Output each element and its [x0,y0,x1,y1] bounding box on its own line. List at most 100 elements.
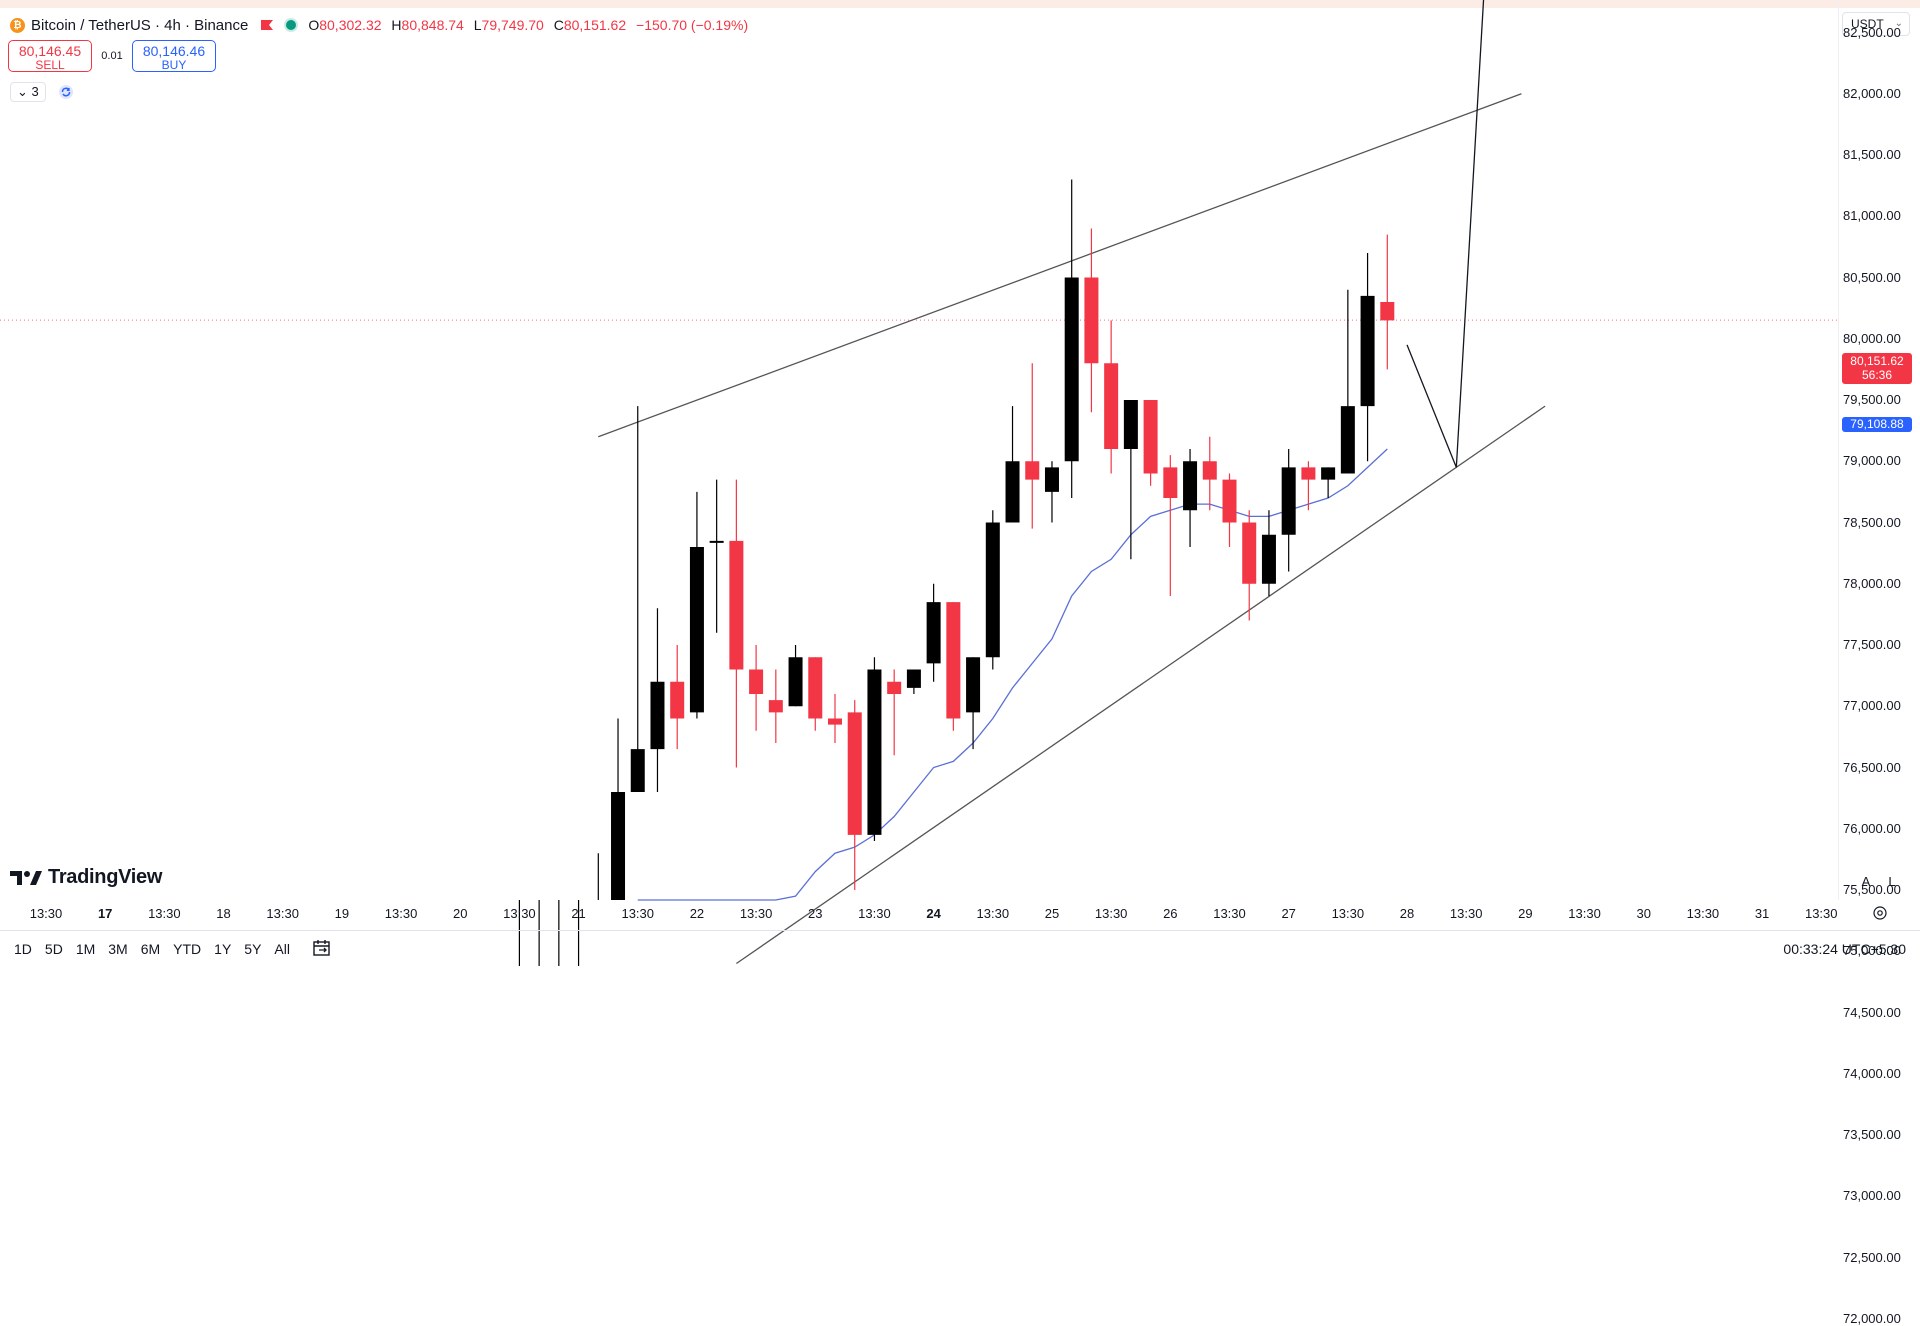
range-button-1m[interactable]: 1M [75,941,96,957]
x-tick-label: 23 [808,906,823,921]
candle-body-29 [1084,277,1099,364]
candle-body-14 [788,657,803,707]
candle-body-17 [847,712,862,835]
x-tick-label: 13:30 [976,906,1010,921]
range-button-1d[interactable]: 1D [14,941,32,957]
market-open-status-icon[interactable] [284,18,299,32]
y-tick-label: 73,000.00 [1843,1188,1901,1204]
range-button-ytd[interactable]: YTD [173,941,202,957]
y-tick-label: 80,000.00 [1843,330,1901,346]
candle-body-21 [926,602,941,664]
y-tick-label: 81,500.00 [1843,147,1901,162]
y-tick-label: 82,500.00 [1843,24,1901,40]
last-price-value: 80,151.62 [1850,354,1904,368]
calendar-goto-icon[interactable] [312,939,332,957]
bar-countdown: 56:36 [1861,368,1893,382]
x-tick-label: 13:30 [621,906,655,921]
indicators-toggle[interactable]: ⌄ 3 [10,82,46,102]
x-tick-label: 13:30 [739,906,773,921]
x-tick-label: 19 [334,906,350,921]
indicator-legend: ⌄ 3 [10,82,74,102]
candle-body-37 [1242,522,1257,584]
x-tick-label: 13:30 [266,906,299,921]
symbol-title[interactable]: Bitcoin / TetherUS · 4h · Binance [31,16,249,34]
candle-body-38 [1261,534,1276,584]
candle-body-24 [985,522,1000,658]
range-button-5d[interactable]: 5D [44,941,63,957]
x-tick-label: 13:30 [148,906,181,921]
range-button-6m[interactable]: 6M [140,941,161,957]
sell-label: SELL [35,58,65,72]
clock-timezone[interactable]: 00:33:24 UTC+5:30 [1783,941,1906,957]
candle-body-16 [828,718,842,725]
y-tick-label: 75,500.00 [1843,882,1901,897]
gear-icon[interactable] [1872,905,1888,921]
top-banner-strip [0,0,1920,8]
candle-body-36 [1222,479,1237,523]
candle-body-22 [946,602,961,719]
flag-icon[interactable] [260,19,274,31]
auto-scale-button[interactable]: A [1861,874,1871,889]
candle-body-23 [966,657,981,713]
x-tick-label: 30 [1636,906,1651,921]
range-button-1y[interactable]: 1Y [214,941,232,957]
refresh-icon[interactable] [58,84,74,100]
y-tick-label: 79,500.00 [1843,392,1901,407]
currency-selector[interactable]: USDT ⌄ [1842,12,1910,36]
candle-body-30 [1104,363,1119,449]
x-tick-label: 24 [926,906,941,921]
x-tick-label: 13:30 [1094,906,1128,921]
y-tick-label: 75,000.00 [1843,943,1901,959]
candle-body-39 [1281,467,1296,535]
y-tick-label: 77,500.00 [1843,637,1901,652]
chevron-down-icon: ⌄ [1894,18,1903,29]
x-tick-label: 17 [97,906,113,921]
candle-body-9 [689,547,704,713]
low-key: L [473,17,482,33]
sell-price: 80,146.45 [18,43,82,59]
x-tick-label: 13:30 [1568,906,1601,921]
candle-body-40 [1301,467,1316,480]
log-scale-button[interactable]: L [1888,874,1896,889]
candle-body-7 [650,681,665,750]
candle-body-11 [729,540,744,670]
open-value: 80,302.32 [319,17,382,33]
x-tick-label: 20 [452,906,468,921]
candle-body-18 [867,669,882,835]
candle-body-28 [1064,277,1079,462]
x-tick-label: 13:30 [858,906,891,921]
x-tick-label: 13:30 [503,906,536,921]
range-button-3m[interactable]: 3M [108,941,128,957]
price-chart[interactable] [0,0,1920,966]
x-tick-label: 13:30 [1213,906,1246,921]
candle-body-10 [709,540,724,543]
indicator-count: 3 [31,84,39,99]
range-button-5y[interactable]: 5Y [244,941,262,957]
sell-button[interactable]: 80,146.45 SELL [8,40,92,72]
open-key: O [308,17,320,33]
candle-body-19 [887,681,902,694]
x-tick-label: 21 [571,906,586,921]
candle-body-26 [1025,461,1040,480]
x-tick-label: 18 [216,906,231,921]
bottom-toolbar: 1D 5D 1M 3M 6M YTD 1Y 5Y All 00:33:24 UTC+5:30 [0,930,1920,967]
y-tick-label: 82,000.00 [1843,85,1901,101]
trade-panel: 80,146.45 SELL 0.01 80,146.46 BUY [8,40,216,72]
watermark-text: TradingView [48,866,163,888]
y-tick-label: 73,500.00 [1843,1127,1901,1142]
spread-value: 0.01 [101,50,123,62]
ohlc-values: O80,302.32 H80,848.74 L79,749.70 C80,151… [308,17,754,33]
y-tick-label: 78,000.00 [1843,575,1901,591]
y-tick-label: 74,000.00 [1843,1065,1901,1081]
candle-body-20 [906,669,921,688]
range-button-all[interactable]: All [274,941,290,957]
y-tick-label: 76,000.00 [1843,820,1901,836]
x-tick-label: 13:30 [29,906,63,921]
currency-label: USDT [1851,17,1884,31]
buy-button[interactable]: 80,146.46 BUY [132,40,216,72]
x-tick-label: 13:30 [1686,906,1720,921]
x-tick-label: 13:30 [1449,906,1483,921]
buy-label: BUY [161,58,187,72]
candle-body-13 [768,700,783,713]
candle-body-8 [670,681,685,719]
